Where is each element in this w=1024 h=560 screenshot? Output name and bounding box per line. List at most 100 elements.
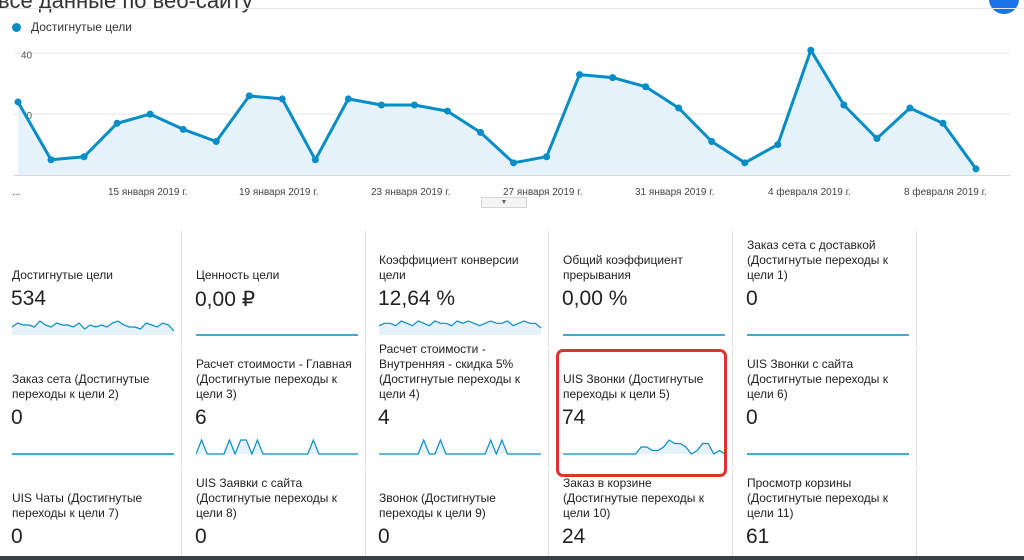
chart-data-point	[543, 153, 551, 161]
chart-x-tick-label: 19 января 2019 г.	[239, 187, 318, 198]
scorecard-tile[interactable]: Достигнутые цели 534	[0, 231, 182, 347]
chart-data-point	[939, 119, 947, 127]
header-divider	[0, 8, 1024, 9]
scorecard-value: 24	[562, 525, 586, 548]
chart-x-tick-label: 15 января 2019 г.	[108, 187, 187, 198]
account-avatar[interactable]	[989, 0, 1019, 14]
scorecard-tile[interactable]: Звонок (Достигнутые переходы к цели 9) 0	[367, 469, 549, 560]
chart-data-point	[443, 107, 451, 115]
sparkline-area	[12, 321, 174, 335]
scorecard-tile[interactable]: Общий коэффициент прерывания 0,00 %	[551, 231, 733, 347]
scorecard-title: Коэффициент конверсии цели	[379, 253, 519, 282]
scorecard-sparkline	[747, 453, 909, 455]
chart-x-tick-label: 8 февраля 2019 г.	[904, 186, 987, 198]
scorecard-sparkline	[379, 438, 541, 456]
chart-series-line	[16, 48, 978, 170]
scorecard-tile[interactable]: Просмотр корзины (Достигнутые переходы к…	[735, 469, 917, 560]
scorecard-tile[interactable]: Заказ в корзине (Достигнутые переходы к …	[551, 469, 733, 560]
chart-data-point	[510, 159, 518, 167]
sparkline-line	[196, 438, 358, 456]
scorecard-value: 0,00 ₽	[195, 288, 256, 311]
scorecard-tile[interactable]: Коэффициент конверсии цели 12,64 %	[367, 231, 549, 347]
scorecard-value: 0	[746, 287, 758, 310]
scorecard-title: Заказ сета с доставкой (Достигнутые пере…	[747, 238, 889, 282]
scorecard-tile[interactable]: Расчет стоимости - Внутренняя - скидка 5…	[367, 342, 549, 466]
highlight-annotation	[556, 349, 727, 477]
scorecard-sparkline	[379, 320, 542, 335]
chart-data-point	[807, 46, 815, 54]
scorecard-value: 0	[11, 525, 23, 548]
legend-label: Достигнутые цели	[31, 20, 132, 34]
scorecard-title: UIS Звонки с сайта (Достигнутые переходы…	[747, 357, 889, 401]
scorecard-value: 0	[11, 406, 23, 429]
scorecard-tile[interactable]: Расчет стоимости - Главная (Достигнутые …	[184, 350, 366, 466]
scorecard-tile[interactable]: Заказ сета с доставкой (Достигнутые пере…	[735, 231, 917, 347]
chart-data-point	[476, 128, 484, 136]
chart-data-point	[377, 101, 385, 109]
chart-data-point	[14, 98, 22, 106]
scorecard-value: 534	[11, 287, 47, 310]
scorecard-sparkline	[747, 334, 909, 336]
chart-x-tick-label: 4 февраля 2019 г.	[768, 186, 851, 198]
sparkline-line	[563, 439, 726, 455]
scorecard-title: UIS Чаты (Достигнутые переходы к цели 7)	[12, 491, 143, 520]
scorecard-title: Ценность цели	[196, 268, 280, 282]
sparkline-area	[379, 440, 541, 454]
scorecard-value: 0,00 %	[562, 287, 628, 310]
chart-x-tick-label: 27 января 2019 г.	[503, 187, 582, 198]
sparkline-area	[379, 321, 541, 335]
chart-data-point	[840, 101, 848, 109]
chart-data-point	[906, 104, 914, 112]
chart-collapse-button[interactable]: ▼	[481, 197, 527, 208]
scorecard-value: 0	[378, 525, 390, 548]
scorecard-tile[interactable]: Заказ сета (Достигнутые переходы к цели …	[0, 350, 182, 466]
chart-x-tick-label: 23 января 2019 г.	[371, 187, 450, 198]
sparkline-line	[12, 320, 175, 332]
chart-y-tick-label: 40	[21, 50, 33, 61]
scorecard-value: 6	[195, 406, 207, 429]
chart-data-point	[146, 110, 154, 118]
scorecard-tile[interactable]: Ценность цели 0,00 ₽	[184, 231, 366, 347]
scorecard-sparkline	[12, 320, 175, 335]
scorecard-sparkline	[196, 438, 358, 456]
scorecard-title: Заказ в корзине (Достигнутые переходы к …	[563, 476, 705, 520]
scorecard-title: Общий коэффициент прерывания	[563, 253, 683, 282]
chart-x-tick-label: 31 января 2019 г.	[635, 187, 714, 198]
chart-area-fill	[18, 50, 976, 176]
chart-data-point	[278, 95, 286, 103]
sparkline-line	[379, 320, 542, 329]
scorecard-title: UIS Звонки (Достигнутые переходы к цели …	[563, 372, 704, 401]
chart-data-point	[774, 141, 782, 149]
scorecard-value: 0	[746, 406, 758, 429]
scorecard-tile[interactable]: UIS Заявки с сайта (Достигнутые переходы…	[184, 469, 366, 560]
scorecard-sparkline	[196, 334, 358, 336]
sparkline-line	[379, 438, 541, 456]
chart-data-point	[972, 165, 980, 173]
scorecard-title: Расчет стоимости - Главная (Достигнутые …	[196, 357, 352, 401]
chart-data-point	[708, 138, 716, 146]
scorecard-value: 74	[562, 406, 586, 429]
chart-data-point	[873, 134, 881, 142]
scorecard-value: 61	[746, 525, 770, 548]
chart-data-point	[47, 156, 55, 164]
chart-data-point	[675, 104, 683, 112]
scorecard-tile[interactable]: UIS Чаты (Достигнутые переходы к цели 7)…	[0, 469, 182, 560]
sparkline-area	[196, 440, 358, 454]
scorecard-value: 4	[378, 406, 390, 429]
scorecard-sparkline	[12, 453, 174, 455]
scorecard-tile[interactable]: UIS Звонки (Достигнутые переходы к цели …	[551, 350, 733, 466]
scorecard-value: 0	[195, 525, 207, 548]
chart-data-point	[642, 83, 650, 91]
bottom-bar	[0, 556, 1024, 560]
chart-data-point	[344, 95, 352, 103]
chart-data-point	[311, 156, 319, 164]
scorecard-tile[interactable]: UIS Звонки с сайта (Достигнутые переходы…	[735, 350, 917, 466]
chart-data-point	[741, 159, 749, 167]
legend-dot-icon	[12, 22, 21, 32]
chart-x-tick-label: ...	[12, 187, 20, 198]
scorecard-sparkline	[563, 334, 725, 336]
goals-chart: 20 40... 15 января 2019 г. 19 января 2019 г…	[0, 10, 1024, 208]
scorecard-title: Просмотр корзины (Достигнутые переходы к…	[747, 476, 889, 520]
scorecard-title: Звонок (Достигнутые переходы к цели 9)	[379, 491, 496, 520]
